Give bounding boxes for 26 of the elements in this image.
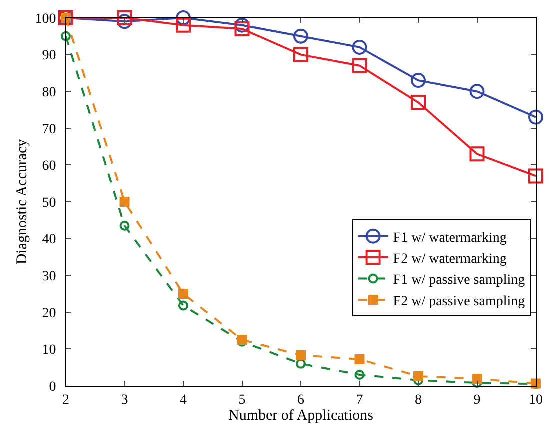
y-tick-label: 40 (42, 232, 56, 248)
y-tick-label: 90 (42, 48, 56, 64)
y-tick-label: 10 (42, 343, 56, 358)
legend-label: F2 w/ passive sampling (393, 294, 526, 310)
x-tick-label: 3 (121, 392, 128, 408)
x-tick-label: 5 (238, 392, 246, 408)
legend-label: F1 w/ watermarking (393, 230, 507, 246)
x-axis-title: Number of Applications (228, 408, 374, 424)
x-tick-label: 7 (356, 392, 364, 408)
y-tick-label: 100 (35, 12, 56, 27)
y-tick-label: 0 (49, 380, 56, 395)
legend-label: F1 w/ passive sampling (393, 273, 526, 288)
x-tick-label: 8 (415, 392, 422, 408)
x-tick-label: 9 (474, 392, 481, 408)
legend-label: F2 w/ watermarking (393, 252, 507, 267)
x-tick-label: 4 (180, 392, 187, 408)
y-tick-label: 50 (42, 196, 56, 211)
x-tick-label: 10 (529, 392, 543, 408)
x-tick-label: 2 (62, 392, 70, 408)
x-tick-label: 6 (298, 392, 304, 408)
y-tick-label: 60 (42, 159, 56, 174)
y-tick-label: 20 (42, 306, 56, 322)
y-tick-label: 70 (42, 122, 56, 138)
y-tick-label: 80 (42, 86, 56, 100)
y-tick-label: 30 (42, 270, 56, 284)
y-axis-title: Diagnostic Accuracy (14, 138, 30, 265)
